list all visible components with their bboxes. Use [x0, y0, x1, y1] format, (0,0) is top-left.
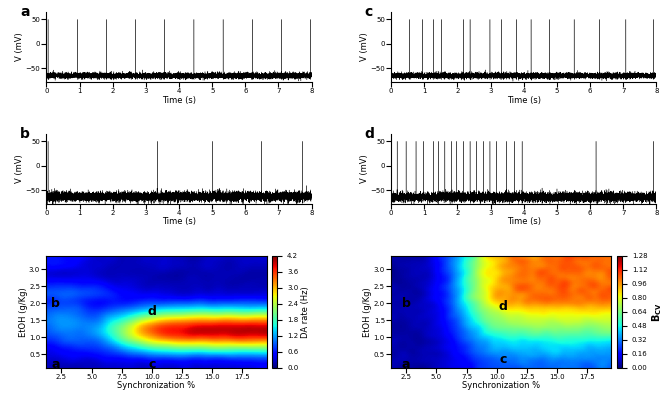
Y-axis label: DA rate (Hz): DA rate (Hz): [301, 286, 310, 338]
Y-axis label: $\mathbf{B_{CV}}$: $\mathbf{B_{CV}}$: [650, 302, 663, 322]
Text: d: d: [365, 127, 375, 141]
X-axis label: Synchronization %: Synchronization %: [117, 381, 196, 390]
Y-axis label: V (mV): V (mV): [15, 155, 24, 183]
Text: a: a: [51, 358, 60, 371]
Text: b: b: [51, 297, 60, 310]
Text: b: b: [402, 297, 410, 310]
Text: c: c: [499, 353, 507, 366]
Y-axis label: EtOH (g/Kg): EtOH (g/Kg): [363, 287, 373, 337]
Y-axis label: V (mV): V (mV): [15, 33, 24, 61]
Y-axis label: V (mV): V (mV): [360, 33, 369, 61]
X-axis label: Time (s): Time (s): [507, 217, 541, 227]
X-axis label: Synchronization %: Synchronization %: [462, 381, 540, 390]
X-axis label: Time (s): Time (s): [162, 96, 196, 105]
Text: d: d: [499, 300, 507, 313]
Y-axis label: V (mV): V (mV): [360, 155, 369, 183]
X-axis label: Time (s): Time (s): [162, 217, 196, 227]
Text: c: c: [365, 5, 373, 19]
Text: a: a: [402, 358, 410, 371]
Y-axis label: EtOH (g/Kg): EtOH (g/Kg): [19, 287, 28, 337]
Text: d: d: [147, 305, 156, 318]
Text: b: b: [20, 127, 30, 141]
X-axis label: Time (s): Time (s): [507, 96, 541, 105]
Text: a: a: [20, 5, 29, 19]
Text: c: c: [149, 358, 156, 371]
